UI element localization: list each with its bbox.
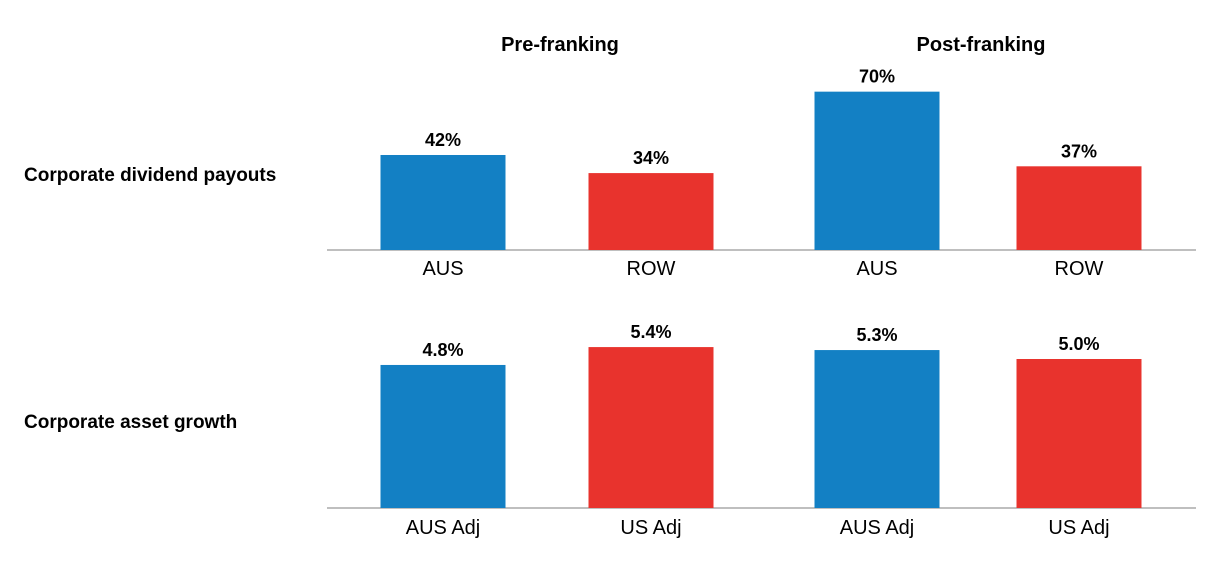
bar-p1-post-franking-us-adj <box>1016 359 1142 508</box>
value-label-p0-post-franking-row: 37% <box>1061 141 1097 161</box>
value-label-p1-post-franking-us-adj: 5.0% <box>1058 334 1099 354</box>
bar-p1-pre-franking-us-adj <box>588 347 714 508</box>
row-label-dividend-payouts: Corporate dividend payouts <box>24 165 276 186</box>
column-header-post-franking: Post-franking <box>917 34 1046 56</box>
bar-p1-post-franking-aus-adj <box>814 350 940 508</box>
row-label-asset-growth: Corporate asset growth <box>24 412 237 433</box>
value-label-p0-post-franking-aus: 70% <box>859 67 895 87</box>
bar-p0-post-franking-row <box>1016 166 1142 250</box>
bar-p1-pre-franking-aus-adj <box>380 364 506 508</box>
bar-p0-pre-franking-row <box>588 173 714 250</box>
category-label-p1-pre-franking-aus-adj: AUS Adj <box>406 517 480 539</box>
category-label-p1-pre-franking-us-adj: US Adj <box>620 517 681 539</box>
value-label-p1-post-franking-aus-adj: 5.3% <box>856 325 897 345</box>
bar-p0-pre-franking-aus <box>380 154 506 250</box>
category-label-p1-post-franking-us-adj: US Adj <box>1048 517 1109 539</box>
category-label-p0-pre-franking-row: ROW <box>627 258 676 280</box>
column-header-pre-franking: Pre-franking <box>501 34 619 56</box>
category-label-p0-pre-franking-aus: AUS <box>422 258 463 280</box>
value-label-p1-pre-franking-us-adj: 5.4% <box>630 322 671 342</box>
bars-layer: 42% AUS 34% ROW 70% AUS 37% ROW 4.8% AUS Adj 5.4% U… <box>380 67 1142 539</box>
bar-p0-post-franking-aus <box>814 91 940 250</box>
category-label-p0-post-franking-aus: AUS <box>856 258 897 280</box>
value-label-p1-pre-franking-aus-adj: 4.8% <box>422 340 463 360</box>
value-label-p0-pre-franking-aus: 42% <box>425 130 461 150</box>
value-label-p0-pre-franking-row: 34% <box>633 148 669 168</box>
category-label-p1-post-franking-aus-adj: AUS Adj <box>840 517 914 539</box>
category-label-p0-post-franking-row: ROW <box>1055 258 1104 280</box>
